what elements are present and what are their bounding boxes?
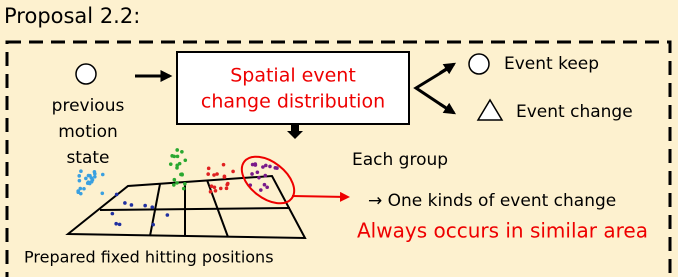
dot (250, 172, 254, 176)
dot (130, 203, 134, 207)
split-arrow (416, 66, 452, 112)
dot (166, 213, 170, 217)
state-circle (76, 64, 96, 84)
dot (90, 180, 94, 184)
dot (101, 173, 105, 177)
dot (213, 185, 217, 189)
dot (219, 187, 223, 191)
red-arrow (292, 196, 348, 197)
dot (263, 183, 267, 187)
dot (76, 190, 80, 194)
dot (86, 181, 90, 185)
arrow (440, 64, 454, 73)
down-arrow (287, 131, 303, 139)
dot (226, 182, 230, 186)
dot (143, 204, 147, 208)
dot (257, 176, 261, 180)
dot (90, 176, 94, 180)
court-plane (68, 176, 305, 238)
dot (222, 163, 226, 167)
group-label: Each group (352, 150, 448, 170)
dot (183, 182, 187, 186)
dot (150, 205, 154, 209)
dot (183, 158, 187, 162)
dot (172, 183, 176, 187)
caption: Prepared fixed hitting positions (24, 248, 274, 267)
dot (182, 187, 186, 191)
dot (87, 174, 91, 178)
input-line: state (66, 148, 109, 168)
dot (176, 155, 180, 159)
down-arrow (291, 124, 299, 131)
input-line: previous (52, 96, 125, 116)
dot (172, 155, 176, 159)
process-line: Spatial event (230, 65, 356, 87)
legend-keep: Event keep (504, 54, 599, 74)
diagram: Proposal 2.2: previous motion state Spat… (0, 0, 678, 277)
dot (77, 174, 81, 178)
dot (114, 222, 118, 226)
dot (212, 173, 216, 177)
dot (175, 164, 179, 168)
legend-change: Event change (516, 102, 633, 122)
input-line: motion (58, 122, 118, 142)
dot (206, 172, 210, 176)
dot (273, 166, 277, 170)
dot (209, 190, 213, 194)
dot (225, 187, 229, 191)
dot (253, 162, 257, 166)
dot (111, 212, 115, 216)
dot (263, 174, 267, 178)
dot (79, 187, 83, 191)
dot (93, 175, 97, 179)
dot (180, 150, 184, 154)
change-icon (478, 100, 502, 120)
dot (214, 189, 218, 193)
dot (259, 188, 263, 192)
dot (151, 223, 155, 227)
title: Proposal 2.2: (4, 4, 140, 28)
dot (78, 179, 82, 183)
process-line: change distribution (201, 91, 385, 113)
dot (79, 169, 83, 173)
dot (100, 191, 104, 195)
dot (84, 177, 88, 181)
dot (261, 165, 265, 169)
dot (175, 181, 179, 185)
dot (265, 185, 269, 189)
dot (115, 193, 119, 197)
process-box (177, 52, 409, 124)
arrow (440, 104, 454, 113)
group-result: → One kinds of event change (368, 191, 616, 211)
dot (175, 148, 179, 152)
group-highlight: Always occurs in similar area (357, 219, 648, 243)
dot (231, 170, 235, 174)
group-ellipse (233, 147, 302, 212)
dot (256, 170, 260, 174)
dot (118, 223, 122, 227)
keep-icon (469, 54, 489, 74)
dot (268, 165, 272, 169)
dot (123, 201, 127, 205)
dot (82, 187, 86, 191)
dot (173, 178, 177, 182)
dot (169, 162, 173, 166)
dot (180, 172, 184, 176)
dot (207, 167, 211, 171)
dot (223, 175, 227, 179)
